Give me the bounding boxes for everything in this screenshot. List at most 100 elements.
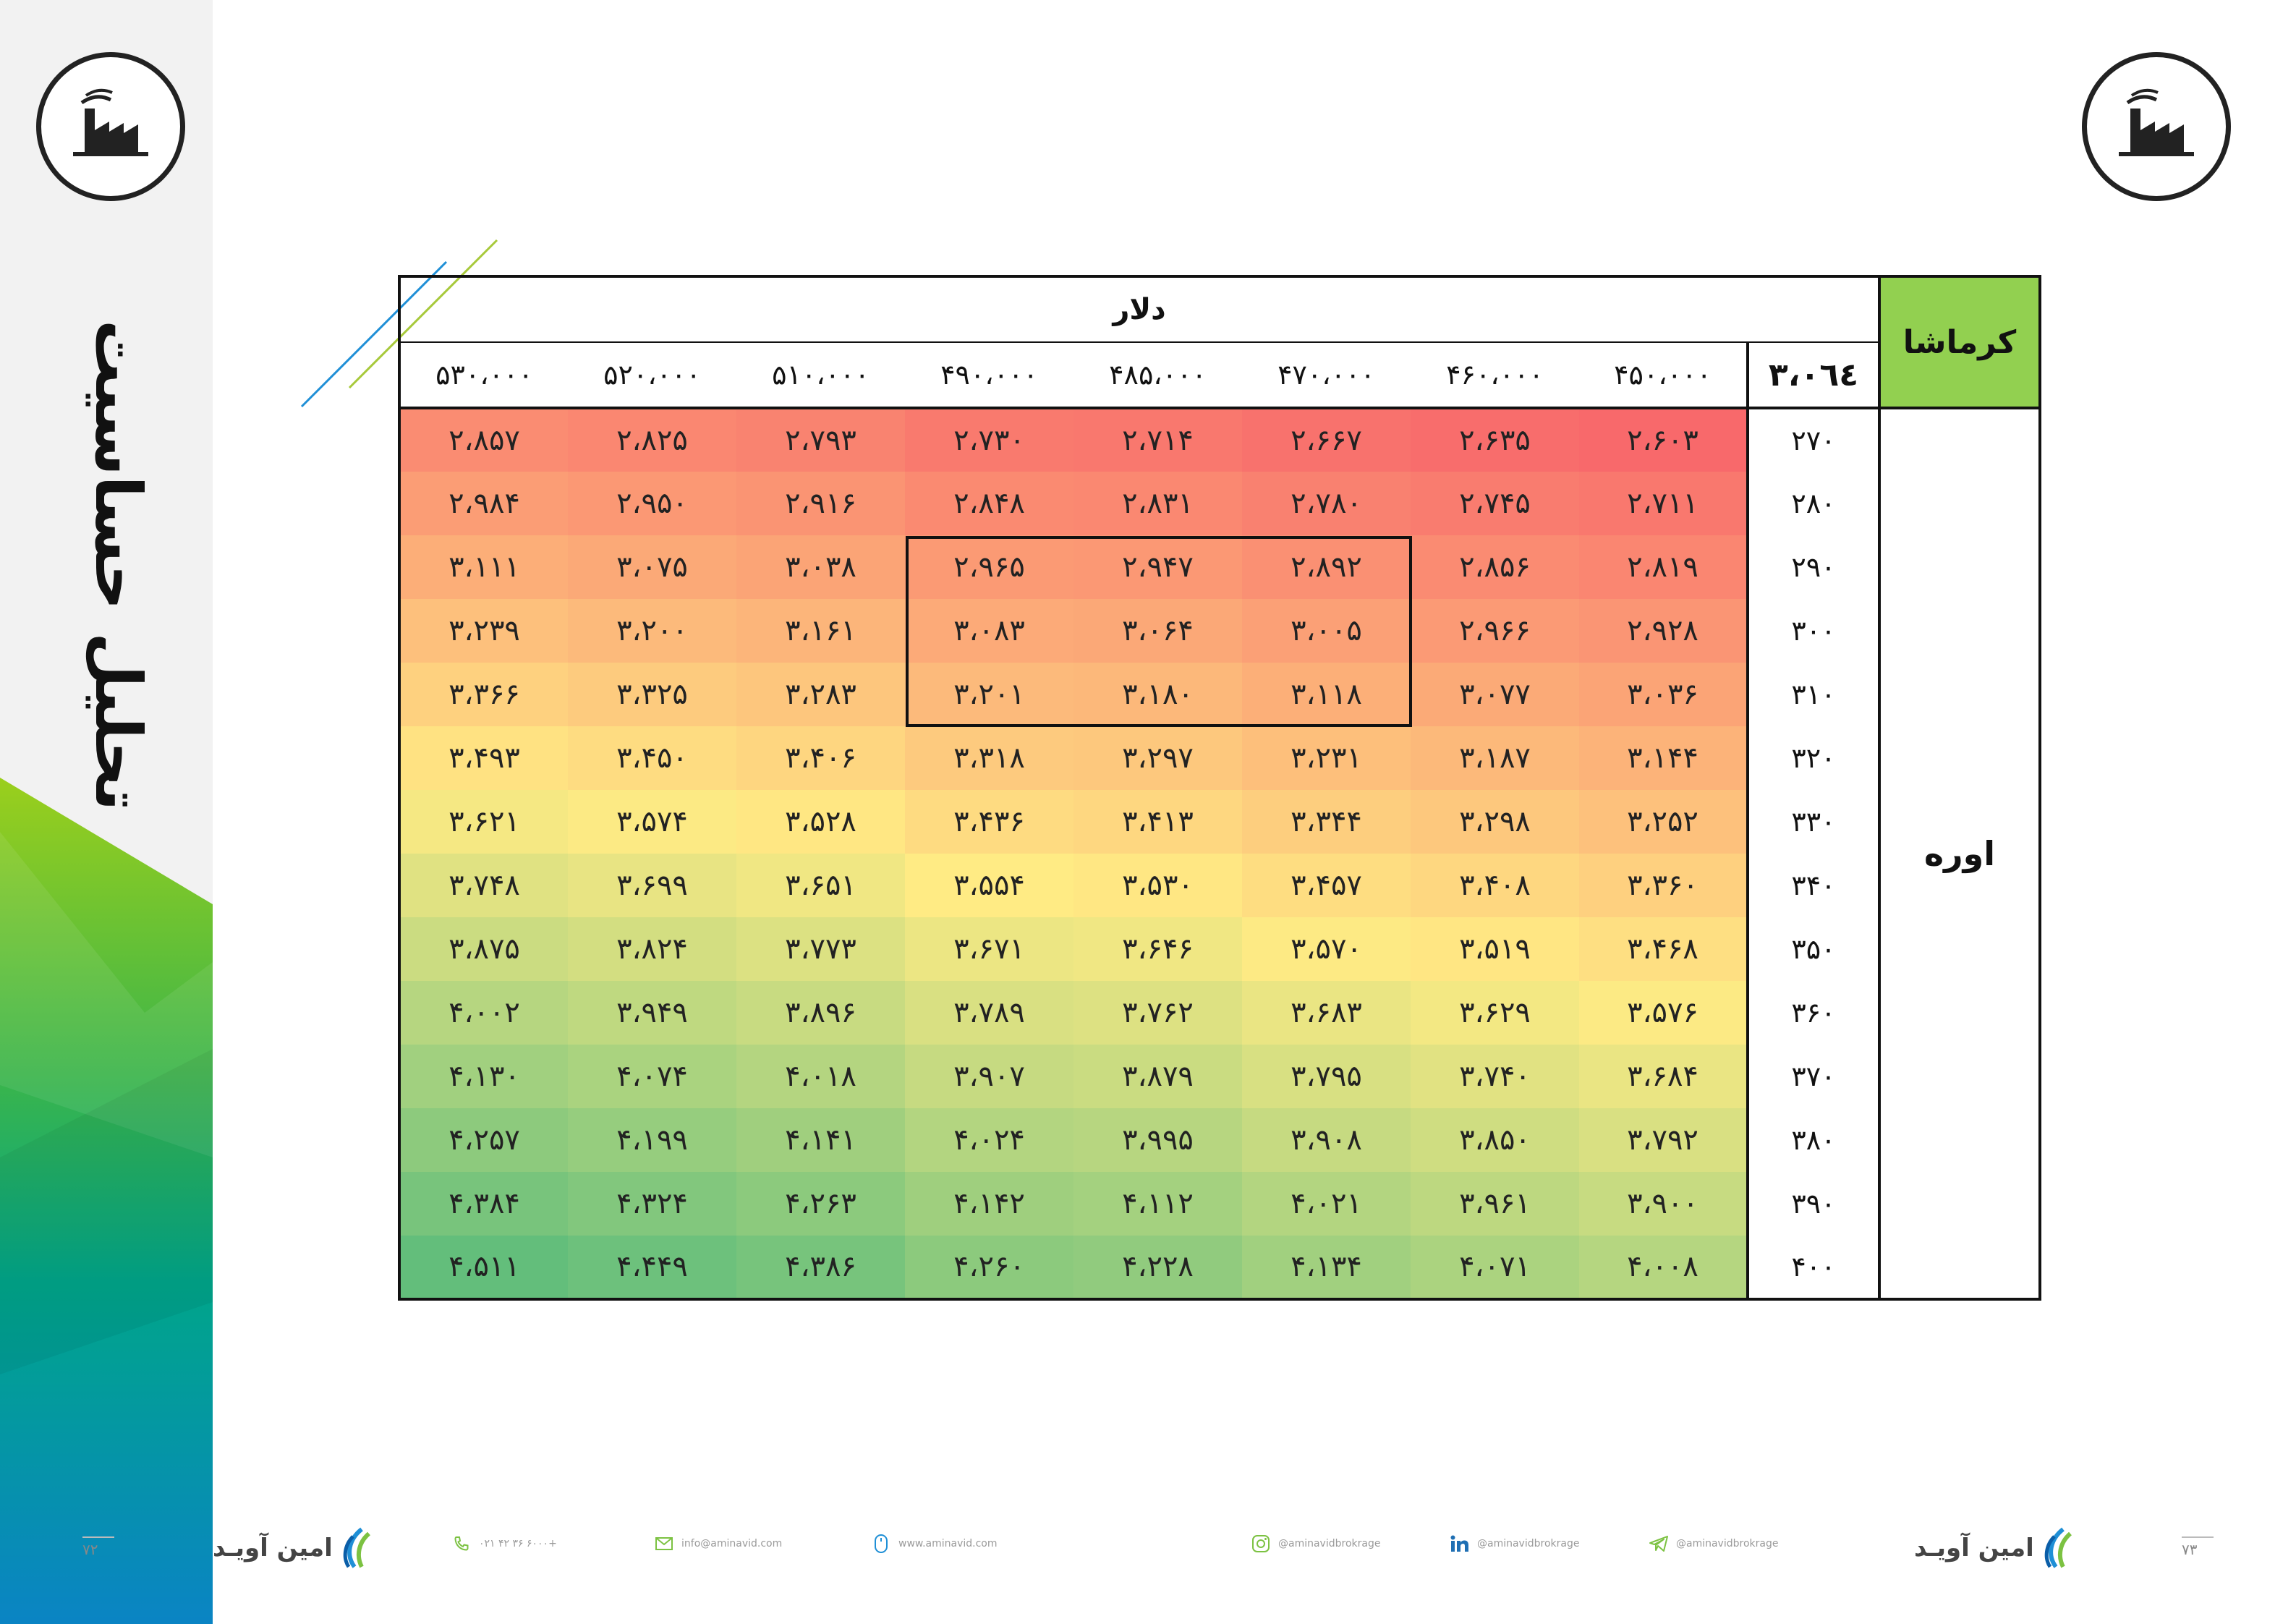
- footer-email[interactable]: info@aminavid.com: [654, 1534, 782, 1554]
- table-cell: ۴،۰۱۸: [736, 1045, 905, 1108]
- table-cell: ۴،۰۷۱: [1411, 1236, 1579, 1301]
- row-header: ۲۸۰: [1746, 472, 1879, 535]
- table-cell: ۳،۰۰۵: [1242, 599, 1411, 663]
- table-cell: ۳،۴۰۸: [1411, 854, 1579, 917]
- table-cell: ۳،۵۷۰: [1242, 917, 1411, 981]
- table-cell: ۳،۶۲۹: [1411, 981, 1579, 1045]
- table-cell: ۳،۳۴۴: [1242, 790, 1411, 854]
- table-cell: ۲،۹۴۷: [1073, 535, 1242, 599]
- table-cell: ۳،۵۱۹: [1411, 917, 1579, 981]
- table-cell: ۳،۵۲۸: [736, 790, 905, 854]
- column-header: ۴۹۰،۰۰۰: [905, 341, 1073, 409]
- factory-logo-left: [36, 52, 185, 201]
- row-header: ۳۲۰: [1746, 726, 1879, 790]
- table-cell: ۴،۳۲۴: [568, 1172, 736, 1236]
- column-header: ۵۱۰،۰۰۰: [736, 341, 905, 409]
- table-row: ۳۱۰ ۳،۰۳۶ ۳،۰۷۷ ۳،۱۱۸ ۳،۱۸۰ ۳،۲۰۱ ۳،۲۸۳ ۳،۳۲۵ ۳،…: [398, 663, 2040, 726]
- table-cell: ۳،۸۷۹: [1073, 1045, 1242, 1108]
- email-text: info@aminavid.com: [681, 1538, 783, 1549]
- footer-phone[interactable]: ۰۲۱ ۴۲ ۳۶ ۶۰۰۰+: [451, 1534, 557, 1554]
- factory-logo-right: [2082, 52, 2231, 201]
- table-cell: ۳،۳۱۸: [905, 726, 1073, 790]
- table-cell: ۴،۱۹۹: [568, 1108, 736, 1172]
- sensitivity-table: کرماشا دلار ۳،۰٦٤ ۴۵۰،۰۰۰ ۴۶۰،۰۰۰ ۴۷۰،۰۰۰ ۴۸۵،…: [398, 275, 2041, 1301]
- table-cell: ۳،۲۵۲: [1579, 790, 1748, 854]
- table-cell: ۳،۲۳۱: [1242, 726, 1411, 790]
- table-row: ۳۳۰ ۳،۲۵۲ ۳،۲۹۸ ۳،۳۴۴ ۳،۴۱۳ ۳،۴۳۶ ۳،۵۲۸ ۳،۵۷۴ ۳،…: [398, 790, 2040, 854]
- sidebar: [0, 0, 213, 1624]
- table-cell: ۳،۵۷۴: [568, 790, 736, 854]
- mouse-icon: [871, 1534, 891, 1554]
- sensitivity-table-wrap: کرماشا دلار ۳،۰٦٤ ۴۵۰،۰۰۰ ۴۶۰،۰۰۰ ۴۷۰،۰۰۰ ۴۸۵،…: [398, 275, 2041, 1301]
- table-cell: ۲،۸۵۷: [398, 408, 568, 472]
- table-cell: ۳،۲۹۷: [1073, 726, 1242, 790]
- table-cell: ۲،۹۱۶: [736, 472, 905, 535]
- table-cell: ۳،۸۵۰: [1411, 1108, 1579, 1172]
- footer: ۷۲ امین آویـد ۰۲۱ ۴۲ ۳۶ ۶۰۰۰+ info@amina…: [82, 1505, 2296, 1624]
- instagram-icon: [1251, 1534, 1271, 1554]
- table-cell: ۳،۱۱۸: [1242, 663, 1411, 726]
- table-cell: ۲،۶۰۳: [1579, 408, 1748, 472]
- row-header: ۲۹۰: [1746, 535, 1879, 599]
- table-cell: ۴،۳۸۴: [398, 1172, 568, 1236]
- table-cell: ۴،۱۴۲: [905, 1172, 1073, 1236]
- table-cell: ۴،۰۲۱: [1242, 1172, 1411, 1236]
- table-cell: ۴،۰۲۴: [905, 1108, 1073, 1172]
- table-row: ۳۶۰ ۳،۵۷۶ ۳،۶۲۹ ۳،۶۸۳ ۳،۷۶۲ ۳،۷۸۹ ۳،۸۹۶ ۳،۹۴۹ ۴،…: [398, 981, 2040, 1045]
- table-cell: ۴،۲۶۰: [905, 1236, 1073, 1301]
- table-cell: ۲،۹۶۵: [905, 535, 1073, 599]
- table-cell: ۲،۸۵۶: [1411, 535, 1579, 599]
- table-cell: ۲،۹۵۰: [568, 472, 736, 535]
- table-cell: ۳،۷۹۵: [1242, 1045, 1411, 1108]
- table-cell: ۳،۶۴۶: [1073, 917, 1242, 981]
- row-header: ۴۰۰: [1746, 1236, 1879, 1301]
- table-cell: ۲،۹۶۶: [1411, 599, 1579, 663]
- table-cell: ۲،۷۱۱: [1579, 472, 1748, 535]
- row-header: ۳۶۰: [1746, 981, 1879, 1045]
- table-cell: ۳،۵۵۴: [905, 854, 1073, 917]
- table-cell: ۳،۱۶۱: [736, 599, 905, 663]
- phone-text: ۰۲۱ ۴۲ ۳۶ ۶۰۰۰+: [479, 1538, 557, 1549]
- row-header: ۳۱۰: [1746, 663, 1879, 726]
- table-cell: ۳،۲۰۰: [568, 599, 736, 663]
- table-cell: ۳،۴۳۶: [905, 790, 1073, 854]
- table-cell: ۳،۰۷۷: [1411, 663, 1579, 726]
- column-header: ۵۳۰،۰۰۰: [398, 341, 568, 409]
- table-cell: ۲،۶۳۵: [1411, 408, 1579, 472]
- linkedin-icon: [1450, 1534, 1470, 1554]
- row-group-label: اوره: [1878, 408, 2041, 1301]
- table-cell: ۳،۹۰۸: [1242, 1108, 1411, 1172]
- table-cell: ۲،۶۶۷: [1242, 408, 1411, 472]
- table-cell: ۳،۷۶۲: [1073, 981, 1242, 1045]
- linkedin-text: @aminavidbrokrage: [1477, 1538, 1580, 1549]
- table-cell: ۴،۲۶۳: [736, 1172, 905, 1236]
- column-group-label: دلار: [398, 275, 1879, 342]
- footer-linkedin[interactable]: @aminavidbrokrage: [1450, 1534, 1579, 1554]
- table-row: ۳۷۰ ۳،۶۸۴ ۳،۷۴۰ ۳،۷۹۵ ۳،۸۷۹ ۳،۹۰۷ ۴،۰۱۸ ۴،۰۷۴ ۴،…: [398, 1045, 2040, 1108]
- header-row-group: کرماشا دلار: [398, 275, 2041, 409]
- footer-instagram[interactable]: @aminavidbrokrage: [1251, 1534, 1380, 1554]
- table-cell: ۳،۷۴۰: [1411, 1045, 1579, 1108]
- table-row: ۳۴۰ ۳،۳۶۰ ۳،۴۰۸ ۳،۴۵۷ ۳،۵۳۰ ۳،۵۵۴ ۳،۶۵۱ ۳،۶۹۹ ۳،…: [398, 854, 2040, 917]
- table-cell: ۳،۲۰۱: [905, 663, 1073, 726]
- table-cell: ۴،۴۴۹: [568, 1236, 736, 1301]
- table-cell: ۳،۴۵۷: [1242, 854, 1411, 917]
- page-number-right: ۷۳: [2182, 1536, 2214, 1558]
- factory-icon: [2119, 88, 2194, 156]
- table-cell: ۳،۹۶۱: [1411, 1172, 1579, 1236]
- column-header: ۴۸۵،۰۰۰: [1073, 341, 1242, 409]
- table-cell: ۳،۸۲۴: [568, 917, 736, 981]
- table-cell: ۳،۲۹۸: [1411, 790, 1579, 854]
- table-cell: ۴،۱۳۰: [398, 1045, 568, 1108]
- table-cell: ۳،۷۷۳: [736, 917, 905, 981]
- table-cell: ۳،۹۰۷: [905, 1045, 1073, 1108]
- table-row: ۳۹۰ ۳،۹۰۰ ۳،۹۶۱ ۴،۰۲۱ ۴،۱۱۲ ۴،۱۴۲ ۴،۲۶۳ ۴،۳۲۴ ۴،…: [398, 1172, 2040, 1236]
- telegram-text: @aminavidbrokrage: [1676, 1538, 1779, 1549]
- footer-telegram[interactable]: @aminavidbrokrage: [1649, 1534, 1778, 1554]
- telegram-icon: [1649, 1534, 1669, 1554]
- header-row-columns: ۳،۰٦٤ ۴۵۰،۰۰۰ ۴۶۰،۰۰۰ ۴۷۰،۰۰۰ ۴۸۵،۰۰۰ ۴۹۰،۰۰۰…: [398, 341, 2040, 409]
- footer-website[interactable]: www.aminavid.com: [871, 1534, 998, 1554]
- table-cell: ۲،۸۲۵: [568, 408, 736, 472]
- base-value: ۳،۰٦٤: [1746, 341, 1879, 409]
- table-cell: ۲،۷۹۳: [736, 408, 905, 472]
